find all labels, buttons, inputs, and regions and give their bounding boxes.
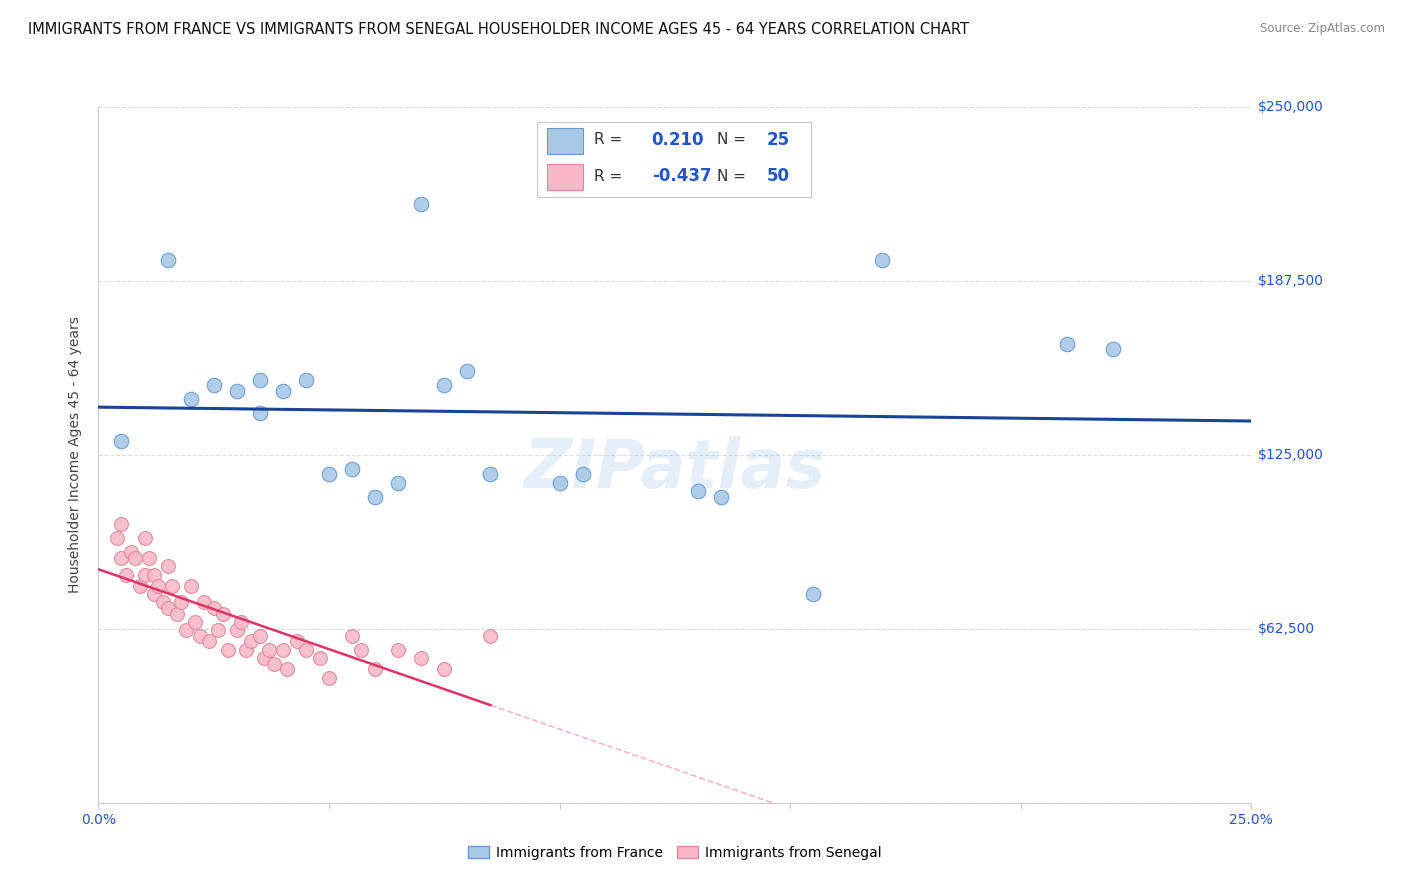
Point — [285, 634, 308, 648]
Point — [548, 475, 571, 490]
Text: 0.210: 0.210 — [652, 131, 704, 149]
Point — [350, 642, 373, 657]
Point — [166, 607, 188, 621]
Point — [231, 615, 253, 629]
Point — [295, 642, 318, 657]
Point — [148, 579, 170, 593]
Text: IMMIGRANTS FROM FRANCE VS IMMIGRANTS FROM SENEGAL HOUSEHOLDER INCOME AGES 45 - 6: IMMIGRANTS FROM FRANCE VS IMMIGRANTS FRO… — [28, 22, 969, 37]
Point — [1102, 342, 1125, 356]
Point — [249, 406, 271, 420]
Point — [340, 462, 363, 476]
Point — [364, 490, 387, 504]
Point — [156, 253, 179, 268]
Point — [263, 657, 285, 671]
Point — [156, 559, 179, 574]
Point — [364, 662, 387, 676]
Text: N =: N = — [717, 132, 747, 147]
Text: R =: R = — [595, 169, 623, 184]
Text: 50: 50 — [766, 168, 790, 186]
Point — [249, 373, 271, 387]
Point — [124, 550, 146, 565]
Point — [571, 467, 593, 482]
Text: 25: 25 — [766, 131, 790, 149]
Point — [156, 601, 179, 615]
Point — [115, 567, 138, 582]
Point — [295, 373, 318, 387]
Point — [110, 517, 132, 532]
Point — [387, 475, 409, 490]
Point — [340, 629, 363, 643]
Point — [411, 651, 433, 665]
Point — [249, 629, 271, 643]
Point — [318, 671, 340, 685]
Point — [257, 642, 280, 657]
Point — [411, 197, 433, 211]
Point — [134, 567, 156, 582]
Text: N =: N = — [717, 169, 747, 184]
Point — [433, 378, 456, 392]
Point — [188, 629, 211, 643]
Point — [184, 615, 207, 629]
Point — [271, 642, 294, 657]
Point — [225, 624, 247, 638]
Text: R =: R = — [595, 132, 623, 147]
Point — [276, 662, 298, 676]
Point — [308, 651, 330, 665]
Point — [710, 490, 733, 504]
Point — [134, 532, 156, 546]
Point — [202, 378, 225, 392]
Point — [217, 642, 239, 657]
Point — [318, 467, 340, 482]
Point — [479, 629, 502, 643]
Point — [160, 579, 183, 593]
Point — [456, 364, 478, 378]
Point — [202, 601, 225, 615]
Point — [801, 587, 824, 601]
Y-axis label: Householder Income Ages 45 - 64 years: Householder Income Ages 45 - 64 years — [69, 317, 83, 593]
Text: Source: ZipAtlas.com: Source: ZipAtlas.com — [1260, 22, 1385, 36]
Point — [225, 384, 247, 398]
Point — [152, 595, 174, 609]
Point — [174, 624, 197, 638]
Point — [239, 634, 262, 648]
Point — [193, 595, 215, 609]
Point — [142, 567, 165, 582]
Point — [170, 595, 193, 609]
Text: $125,000: $125,000 — [1258, 448, 1324, 462]
Point — [479, 467, 502, 482]
Point — [180, 392, 202, 407]
Point — [110, 550, 132, 565]
FancyBboxPatch shape — [547, 164, 583, 190]
Point — [433, 662, 456, 676]
Point — [105, 532, 128, 546]
Point — [271, 384, 294, 398]
Point — [180, 579, 202, 593]
Legend: Immigrants from France, Immigrants from Senegal: Immigrants from France, Immigrants from … — [463, 840, 887, 865]
Point — [120, 545, 142, 559]
Text: $187,500: $187,500 — [1258, 274, 1324, 288]
Point — [253, 651, 276, 665]
Text: $250,000: $250,000 — [1258, 100, 1324, 114]
Point — [110, 434, 132, 448]
Text: ZIPatlas: ZIPatlas — [524, 436, 825, 502]
Point — [142, 587, 165, 601]
Point — [1056, 336, 1078, 351]
Point — [387, 642, 409, 657]
Point — [235, 642, 257, 657]
Point — [686, 484, 709, 499]
Point — [198, 634, 221, 648]
Point — [138, 550, 160, 565]
FancyBboxPatch shape — [547, 128, 583, 153]
Text: $62,500: $62,500 — [1258, 622, 1316, 636]
Point — [212, 607, 235, 621]
Point — [872, 253, 894, 268]
Point — [207, 624, 229, 638]
Text: -0.437: -0.437 — [652, 168, 711, 186]
Point — [129, 579, 152, 593]
